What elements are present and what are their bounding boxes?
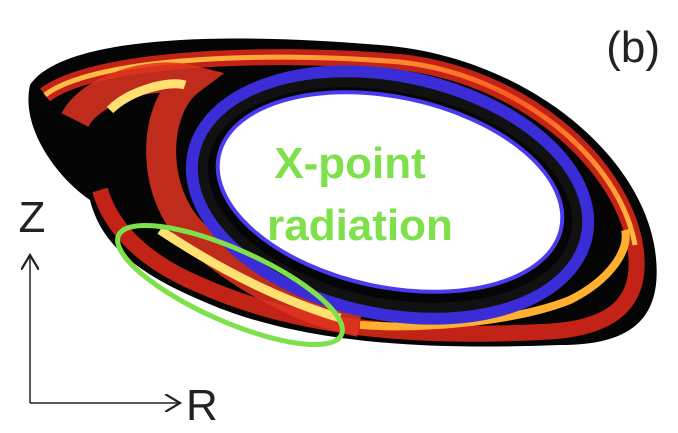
z-axis-label: Z xyxy=(19,193,46,242)
r-axis-label: R xyxy=(186,381,218,430)
x-point-marker xyxy=(115,222,345,348)
tomography-image xyxy=(28,38,657,347)
annotation-line2: radiation xyxy=(267,201,453,250)
annotation-line1: X-point xyxy=(274,139,426,188)
panel-label: (b) xyxy=(606,23,660,72)
